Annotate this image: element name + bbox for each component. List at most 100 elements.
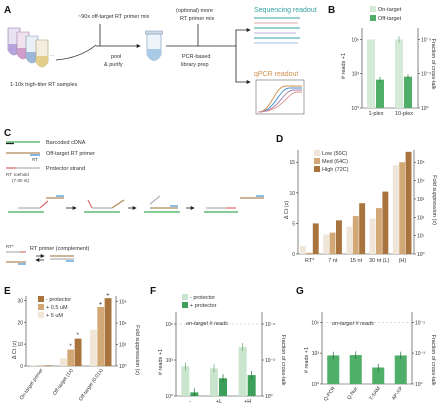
- chart-d-xtick-label: 15 nt: [350, 258, 363, 264]
- chart-b-bar-1: [404, 76, 412, 108]
- panel-label-f: F: [150, 286, 156, 297]
- panel-label-d: D: [276, 134, 283, 145]
- chart-d-bar-0: [369, 218, 376, 254]
- legend-swatch-plus-protector: [182, 302, 188, 308]
- legend-swatch-med: [314, 158, 320, 164]
- chart-b-ytick-label: 10⁶: [351, 37, 359, 43]
- chart-d-ytick-label: 10: [289, 191, 295, 197]
- chart-e-bar-2: [60, 358, 67, 366]
- pcr-label-1: PCR-based: [182, 54, 210, 60]
- arrow-to-seq: [235, 28, 251, 46]
- legend-cdna: Barcoded cDNA: [46, 140, 86, 146]
- legend-label-med: Med (64C): [322, 159, 348, 165]
- sample-tubes-icon: ...: [7, 27, 54, 68]
- chart-e-bar-1: [67, 349, 75, 366]
- chart-f-plot: 10⁰ 10³ 10⁶ 10⁰ 10⁻³ 10⁻⁶ - +L +H: [165, 312, 275, 405]
- chart-b-bar-1: [376, 79, 384, 108]
- chart-g-bar: [327, 355, 340, 384]
- chart-e-marker: +: [99, 301, 103, 307]
- panel-f: F - protector + protector 10⁰10³10⁶10⁰10…: [150, 286, 286, 405]
- chart-f-ylabel: # reads +1: [158, 349, 164, 375]
- chart-g-xtick-label: Q-Nuc: [346, 385, 359, 401]
- chart-e-bar-0: [44, 365, 52, 366]
- more-mix-label-2: RT primer mix: [180, 16, 215, 22]
- legend-primer: Off-target RT primer: [46, 151, 95, 157]
- chart-e-y2tick-label: 10⁶: [119, 321, 127, 327]
- chart-g-y2tick-label: 10⁻³: [415, 351, 425, 357]
- chart-b-bar-0: [367, 39, 375, 108]
- chart-d-ytick-label: 5: [292, 221, 295, 227]
- legend-swatch-high: [314, 166, 320, 172]
- chart-f-ytick-label: 10³: [166, 358, 174, 364]
- pcr-label-2: library prep: [181, 62, 209, 68]
- chart-f-y2label: Fraction of cross-talk: [280, 334, 286, 385]
- panel-label-c: C: [4, 128, 11, 139]
- chart-d-y2tick-label: 10⁵: [417, 160, 425, 166]
- chart-g-ytick-label: 10⁰: [311, 382, 319, 388]
- chart-e-ytick-label: 30: [17, 298, 23, 304]
- chart-d-bar-0: [300, 246, 306, 254]
- legend-swatch-off-target: [370, 15, 376, 21]
- purify-label: & purify: [104, 62, 123, 68]
- chart-g-y2tick-label: 10⁰: [415, 382, 423, 388]
- chart-f-bar-0: [238, 347, 247, 396]
- pooled-tube-icon: [145, 30, 163, 61]
- chart-d-plot: 0 5 10 15 10⁰ 10¹ 10² 10³ 10⁴ 10⁵ RT* 7 nt 15 nt 30 n…: [289, 150, 425, 264]
- legend-swatch-5um: [38, 312, 44, 318]
- panel-g: G 10⁰ 10³ 10⁶ 10⁰ 10⁻³ 10⁻⁶ Q-PCR Q-Nuc T-SAM AP-…: [296, 286, 436, 402]
- legend-label-on-target: On-target: [378, 7, 402, 13]
- legend-label-plus-protector: + protector: [190, 303, 217, 309]
- svg-text:...: ...: [50, 52, 54, 57]
- arrow-to-qpcr: [235, 46, 251, 84]
- chart-e-ylabel: Δ Ct (z): [12, 341, 18, 360]
- chart-f-bar-1: [247, 375, 256, 396]
- chart-g-bar: [372, 367, 385, 384]
- chart-d-bar-2: [382, 191, 389, 254]
- chart-b-y2tick-label: 10⁻⁶: [421, 37, 431, 43]
- sequencing-reads-icon: [254, 17, 300, 44]
- chart-d-y2tick-label: 10²: [417, 215, 425, 221]
- more-mix-label-1: (optional) more: [176, 8, 213, 14]
- legend-label-low: Low (50C): [322, 151, 348, 157]
- chart-b-ytick-label: 10³: [352, 72, 360, 78]
- panel-a: A ... 1-10x high-titer RT samples ~90x o…: [4, 5, 317, 115]
- chart-e-ytick-label: 10: [17, 342, 23, 348]
- chart-d-y2tick-label: 10¹: [417, 234, 425, 240]
- chart-f-reference-label: on-target # reads: [186, 321, 228, 327]
- legend-swatch-on-target: [370, 6, 376, 12]
- chart-d-xtick-label: 7 nt: [328, 258, 338, 264]
- legend-label-minus-protector: - protector: [190, 295, 215, 301]
- chart-d-bar-2: [359, 203, 366, 254]
- legend-swatch-minus-protector: [182, 294, 188, 300]
- chart-f-bar-1: [219, 378, 227, 396]
- chart-f-bar-0: [210, 368, 218, 396]
- chart-e-xtick-label: On-target primer: [19, 367, 45, 401]
- chart-d-bar-0: [346, 226, 353, 254]
- chart-b-y2tick-label: 10⁰: [421, 106, 429, 112]
- chart-e-marker: +: [106, 293, 110, 299]
- chart-g-xtick-label: T-SAM: [368, 386, 382, 402]
- legend-label-off-target: Off-target: [378, 16, 402, 22]
- chart-b-xtick-label: 10-plex: [395, 111, 413, 117]
- complement-prefix: RT*: [6, 244, 14, 249]
- chart-d-bar-2: [312, 223, 319, 254]
- chart-d-ytick-label: 0: [292, 252, 295, 258]
- chart-b-y2label: Fraction of cross-talk: [430, 38, 436, 89]
- chart-d-ylabel: Δ Ct (z): [284, 201, 290, 220]
- legend-swatch-05um: [38, 304, 44, 310]
- chart-e-bar-0: [104, 298, 112, 366]
- chart-f-xtick-label: +H: [244, 399, 251, 405]
- chart-d-bar-2: [336, 220, 342, 254]
- primer-mix-label: ~90x off-target RT primer mix: [78, 14, 150, 20]
- legend-label-high: High (72C): [322, 167, 349, 173]
- chart-d-xtick-label: 30 nt (L): [369, 258, 390, 264]
- chart-e-plot: 0 10 20 30 10⁰ 10³ 10⁶ 10⁹ On-target primer * * Off…: [17, 293, 126, 403]
- chart-f-y2tick-label: 10⁻⁶: [265, 322, 275, 328]
- legend-swatch-no-protector: [38, 296, 44, 302]
- chart-e-bar-2: [90, 329, 97, 366]
- legend-label-5um: + 5 uM: [46, 313, 63, 319]
- chart-e-bar-1: [97, 306, 105, 366]
- chart-b-ylabel: # reads +1: [341, 53, 347, 79]
- chart-f-xtick-label: -: [189, 399, 191, 405]
